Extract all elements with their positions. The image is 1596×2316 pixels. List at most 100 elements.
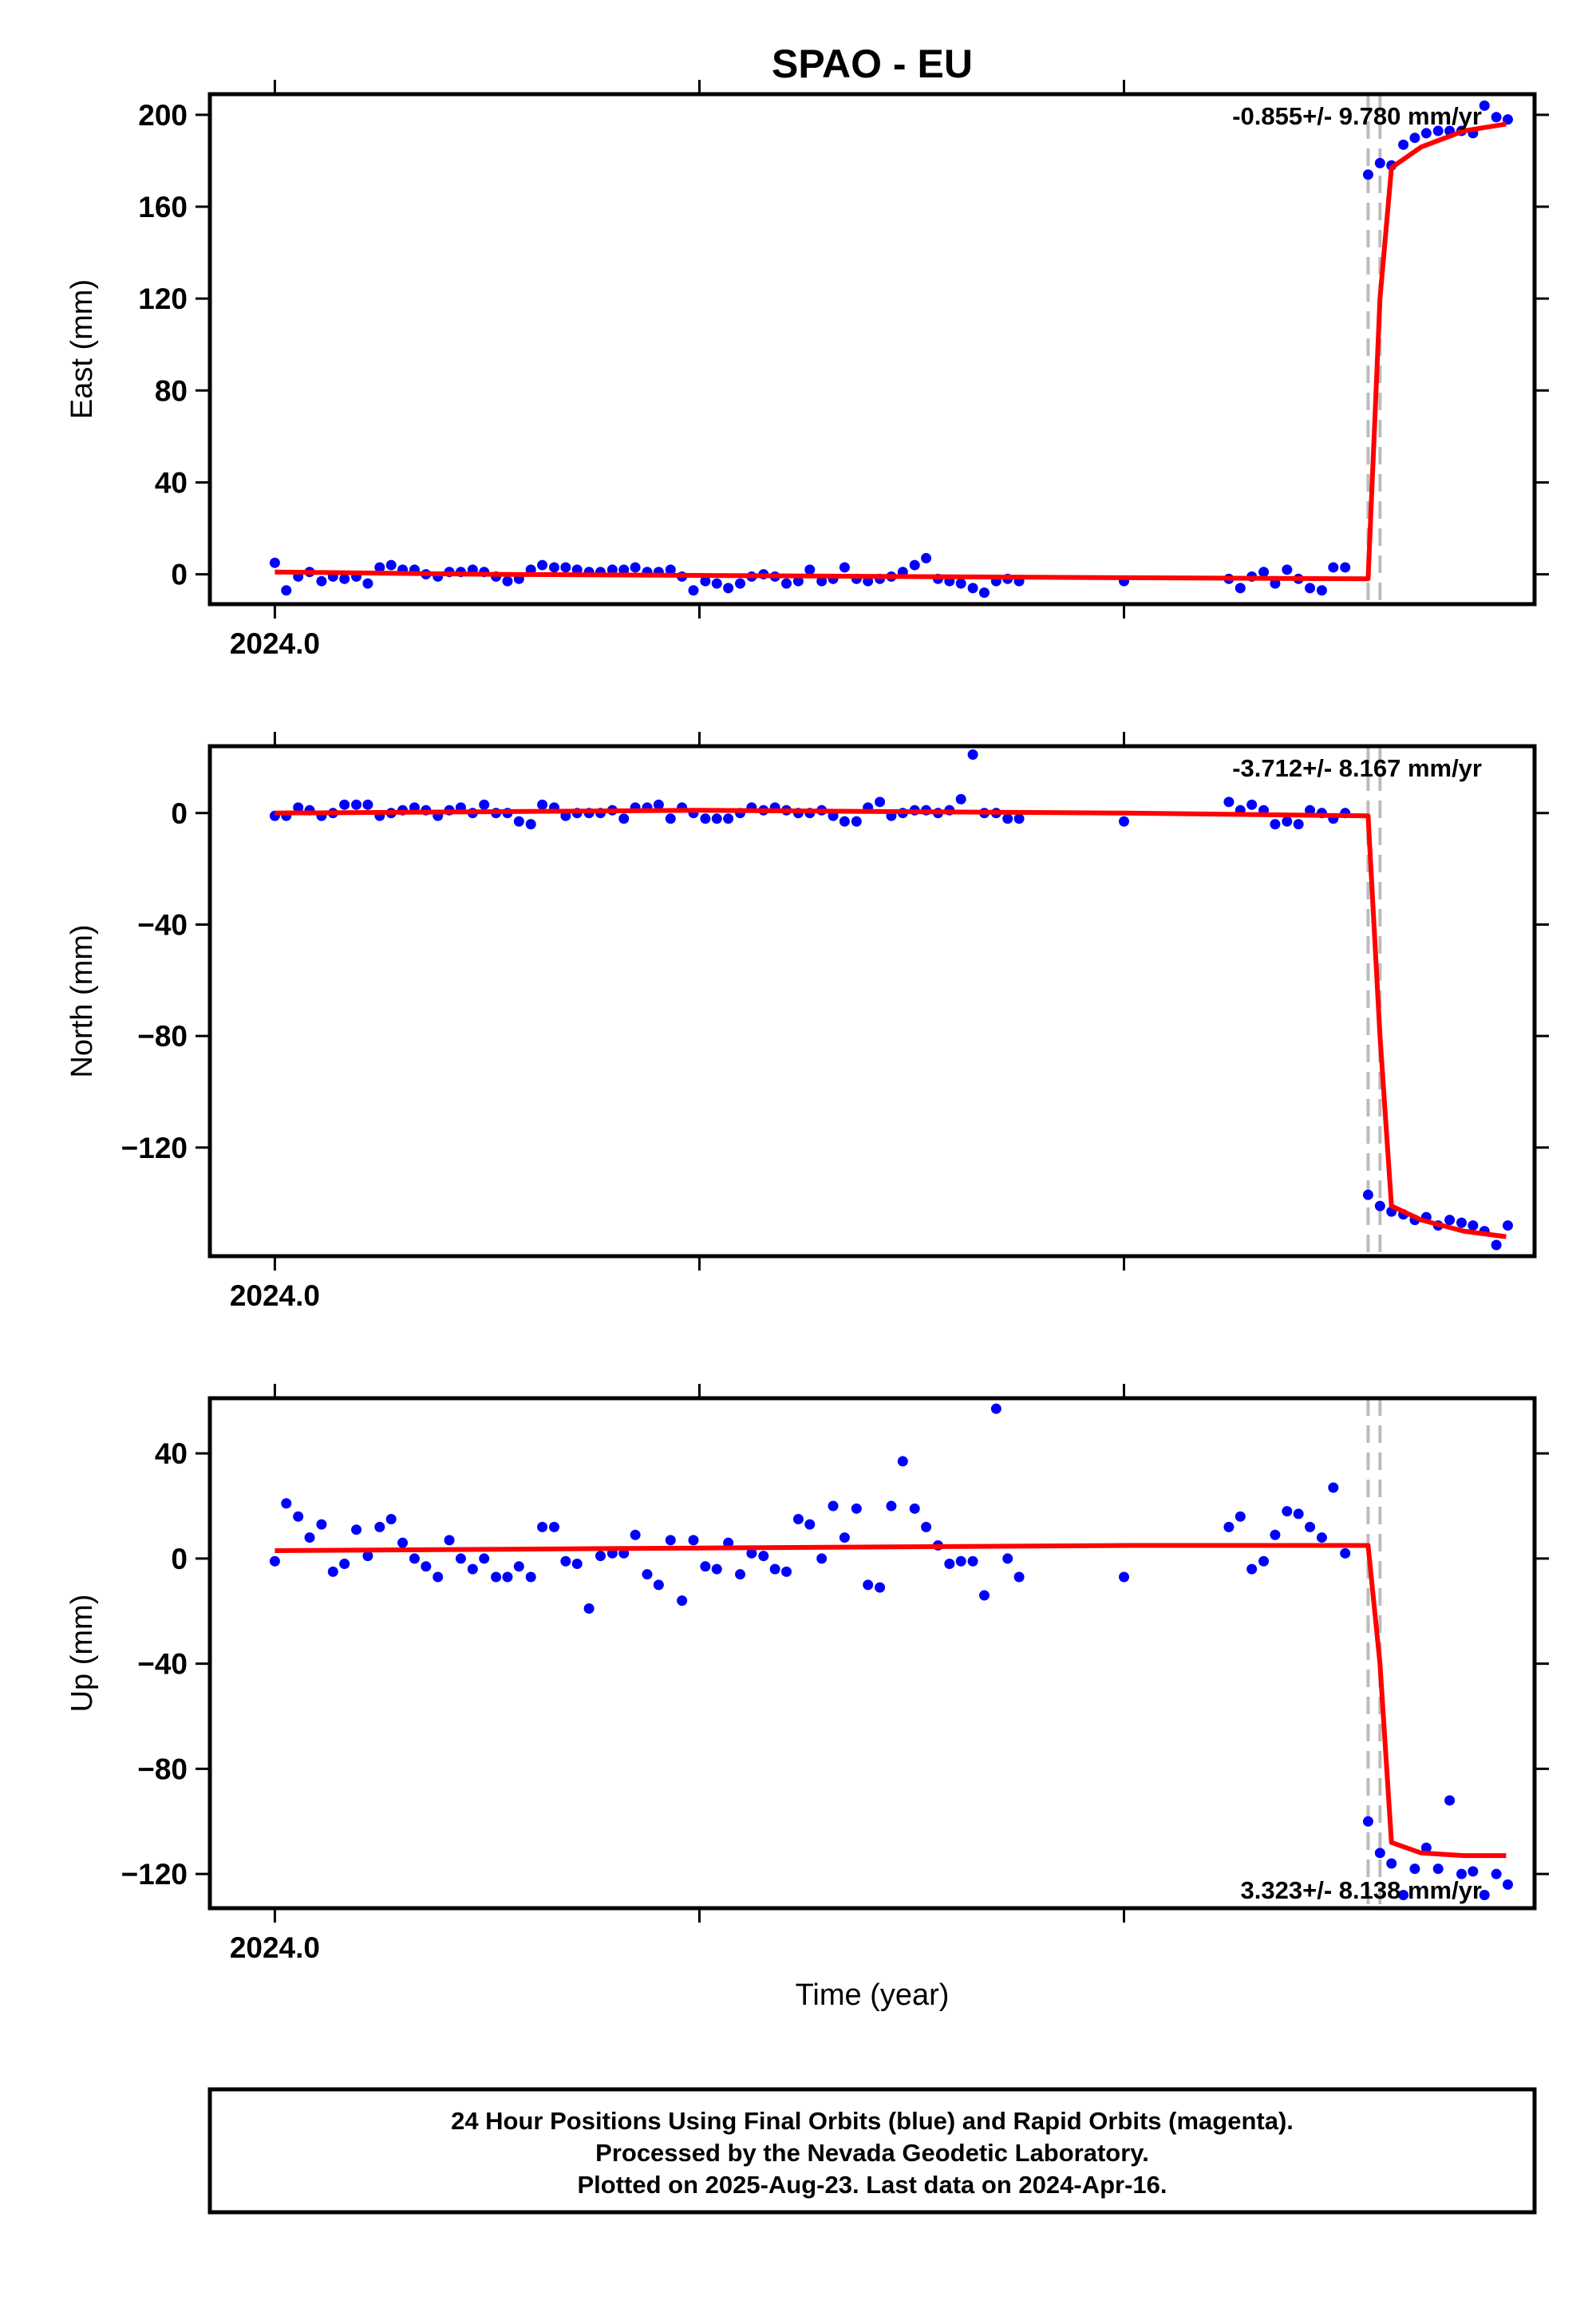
up-ytick-label: −80 (137, 1753, 188, 1785)
north-data-point (1270, 819, 1281, 830)
north-data-point (1002, 813, 1013, 824)
north-ytick-label: 0 (171, 797, 188, 830)
east-data-point (909, 559, 920, 571)
up-data-point (513, 1561, 524, 1572)
east-data-point (1282, 564, 1293, 575)
up-data-point (1456, 1868, 1467, 1879)
east-data-point (339, 573, 350, 584)
north-data-point (618, 813, 630, 824)
east-plot-frame (207, 92, 1537, 607)
up-data-point (595, 1551, 606, 1562)
up-data-point (1409, 1863, 1420, 1875)
up-data-point (1002, 1553, 1013, 1564)
north-data-point (839, 816, 850, 827)
east-data-point (1258, 567, 1270, 578)
north-data-point (1502, 1220, 1513, 1231)
up-data-point (281, 1498, 292, 1509)
up-data-point (537, 1521, 548, 1532)
north-data-point (1374, 1200, 1385, 1211)
up-data-point (409, 1553, 420, 1564)
up-data-point (665, 1535, 676, 1546)
up-data-point (758, 1551, 769, 1562)
east-data-point (665, 564, 676, 575)
east-data-point (735, 578, 746, 589)
up-data-point (1305, 1521, 1316, 1532)
up-data-point (1362, 1816, 1373, 1827)
north-data-point (1119, 816, 1130, 827)
up-data-point (525, 1571, 536, 1583)
north-data-point (1293, 819, 1304, 830)
north-ytick-label: −120 (121, 1132, 188, 1164)
up-data-point (467, 1563, 478, 1575)
east-ytick-label: 200 (138, 99, 188, 132)
footer-frame (207, 2087, 1537, 2215)
east-data-point (1491, 112, 1502, 123)
east-data-point (630, 562, 641, 573)
up-data-point (479, 1553, 490, 1564)
east-data-point (1409, 132, 1420, 144)
east-ytick-label: 80 (155, 374, 188, 407)
up-data-point (1223, 1521, 1235, 1532)
east-data-point (978, 587, 990, 599)
up-data-point (571, 1559, 583, 1570)
up-data-point (875, 1582, 886, 1593)
east-y-axis-label: East (mm) (65, 279, 99, 419)
up-data-point (1444, 1795, 1456, 1806)
up-data-point (711, 1563, 722, 1575)
up-data-point (839, 1532, 850, 1543)
north-data-point (1246, 799, 1258, 810)
up-data-point (304, 1532, 315, 1543)
up-points (269, 1403, 1513, 1901)
up-data-point (455, 1553, 466, 1564)
up-fit-line (275, 1543, 1507, 1859)
up-ytick-label: 0 (171, 1543, 188, 1575)
up-data-point (548, 1521, 559, 1532)
up-data-point (921, 1521, 932, 1532)
up-data-point (421, 1561, 432, 1572)
up-data-point (374, 1521, 385, 1532)
east-data-point (955, 578, 966, 589)
up-data-point (851, 1503, 862, 1514)
north-data-point (967, 749, 978, 760)
up-data-point (642, 1569, 653, 1580)
east-data-point (1432, 125, 1444, 136)
north-data-point (665, 813, 676, 824)
east-data-point (1362, 169, 1373, 180)
up-data-point (362, 1551, 373, 1562)
east-data-point (967, 583, 978, 594)
east-data-point (560, 562, 571, 573)
up-data-point (955, 1555, 966, 1567)
north-xtick-label: 2024.0 (230, 1279, 320, 1312)
north-data-point (711, 813, 722, 824)
east-data-point (537, 559, 548, 571)
east-data-point (1374, 157, 1385, 168)
east-data-point (618, 564, 630, 575)
up-data-point (560, 1555, 571, 1567)
up-data-point (444, 1535, 455, 1546)
up-data-point (677, 1595, 688, 1607)
up-data-point (1374, 1848, 1385, 1859)
up-data-point (491, 1571, 502, 1583)
up-data-point (1398, 1890, 1409, 1901)
north-y-axis-label: North (mm) (65, 924, 99, 1077)
up-y-axis-label: Up (mm) (65, 1595, 99, 1713)
up-data-point (723, 1537, 734, 1548)
east-data-point (1270, 578, 1281, 589)
up-data-point (1293, 1508, 1304, 1520)
up-data-point (1502, 1879, 1513, 1890)
up-data-point (1491, 1868, 1502, 1879)
east-data-point (816, 575, 828, 587)
east-data-point (571, 564, 583, 575)
east-data-point (792, 575, 804, 587)
up-data-point (781, 1566, 792, 1577)
north-data-point (700, 813, 711, 824)
north-data-point (339, 799, 350, 810)
up-data-point (1235, 1511, 1246, 1522)
north-fit-line (275, 808, 1507, 1239)
north-data-point (525, 819, 536, 830)
up-data-point (735, 1569, 746, 1580)
up-data-point (1468, 1866, 1479, 1877)
north-data-point (875, 796, 886, 808)
north-data-point (362, 799, 373, 810)
